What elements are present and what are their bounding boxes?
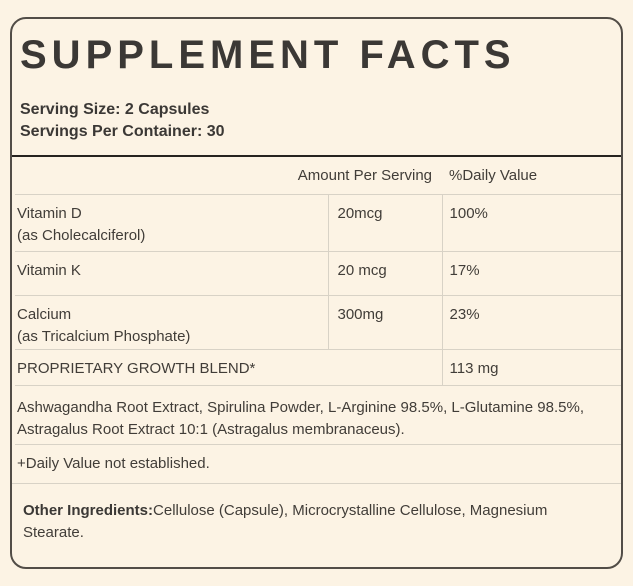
nutrient-amount: 20mcg bbox=[327, 194, 443, 251]
nutrient-amount: 20 mcg bbox=[327, 251, 443, 295]
serving-info: Serving Size: 2 Capsules Servings Per Co… bbox=[20, 99, 621, 143]
servings-per-container: Servings Per Container: 30 bbox=[20, 123, 225, 140]
other-ingredients-section: Other Ingredients:Cellulose (Capsule), M… bbox=[12, 483, 621, 544]
other-ingredients-label: Other Ingredients: bbox=[23, 502, 154, 519]
daily-value-footnote: +Daily Value not established. bbox=[17, 454, 210, 472]
nutrient-name-cell: Vitamin D (as Cholecalciferol) bbox=[15, 194, 328, 251]
nutrient-name: Vitamin K bbox=[17, 261, 81, 279]
blend-name: PROPRIETARY GROWTH BLEND* bbox=[17, 359, 256, 377]
col-header-daily-value: %Daily Value bbox=[449, 167, 538, 184]
nutrient-amount: 300mg bbox=[327, 295, 443, 349]
table-row-proprietary-blend: PROPRIETARY GROWTH BLEND* 113 mg bbox=[15, 349, 621, 385]
supplement-table: Amount Per Serving %Daily Value Vitamin … bbox=[15, 157, 621, 483]
supplement-facts-label: SUPPLEMENT FACTS Serving Size: 2 Capsule… bbox=[10, 17, 623, 569]
nutrient-daily-value: 17% bbox=[441, 251, 621, 295]
nutrient-name-cell: Calcium (as Tricalcium Phosphate) bbox=[15, 295, 328, 349]
nutrient-detail: (as Tricalcium Phosphate) bbox=[17, 327, 191, 345]
table-row: Vitamin K 20 mcg 17% bbox=[15, 251, 621, 295]
table-row: Calcium (as Tricalcium Phosphate) 300mg … bbox=[15, 295, 621, 349]
nutrient-daily-value: 100% bbox=[441, 194, 621, 251]
nutrient-name-cell: Vitamin K bbox=[15, 251, 328, 295]
nutrient-name: Calcium bbox=[17, 305, 72, 323]
table-row-footnote: +Daily Value not established. bbox=[15, 444, 621, 483]
blend-ingredients-text: Ashwagandha Root Extract, Spirulina Powd… bbox=[17, 398, 584, 438]
table-header-row: Amount Per Serving %Daily Value bbox=[15, 157, 621, 194]
table-row: Vitamin D (as Cholecalciferol) 20mcg 100… bbox=[15, 194, 621, 251]
col-header-amount-per-serving: Amount Per Serving bbox=[297, 167, 433, 184]
blend-amount: 113 mg bbox=[441, 349, 621, 385]
page-title: SUPPLEMENT FACTS bbox=[20, 33, 516, 77]
nutrient-name: Vitamin D bbox=[17, 204, 82, 222]
nutrient-detail: (as Cholecalciferol) bbox=[17, 226, 146, 244]
table-top-divider bbox=[12, 155, 621, 157]
table-row-blend-ingredients: Ashwagandha Root Extract, Spirulina Powd… bbox=[15, 385, 621, 444]
nutrient-daily-value: 23% bbox=[441, 295, 621, 349]
other-ingredients-text: Cellulose (Capsule), Microcrystalline Ce… bbox=[23, 502, 548, 541]
serving-size: Serving Size: 2 Capsules bbox=[20, 101, 210, 118]
